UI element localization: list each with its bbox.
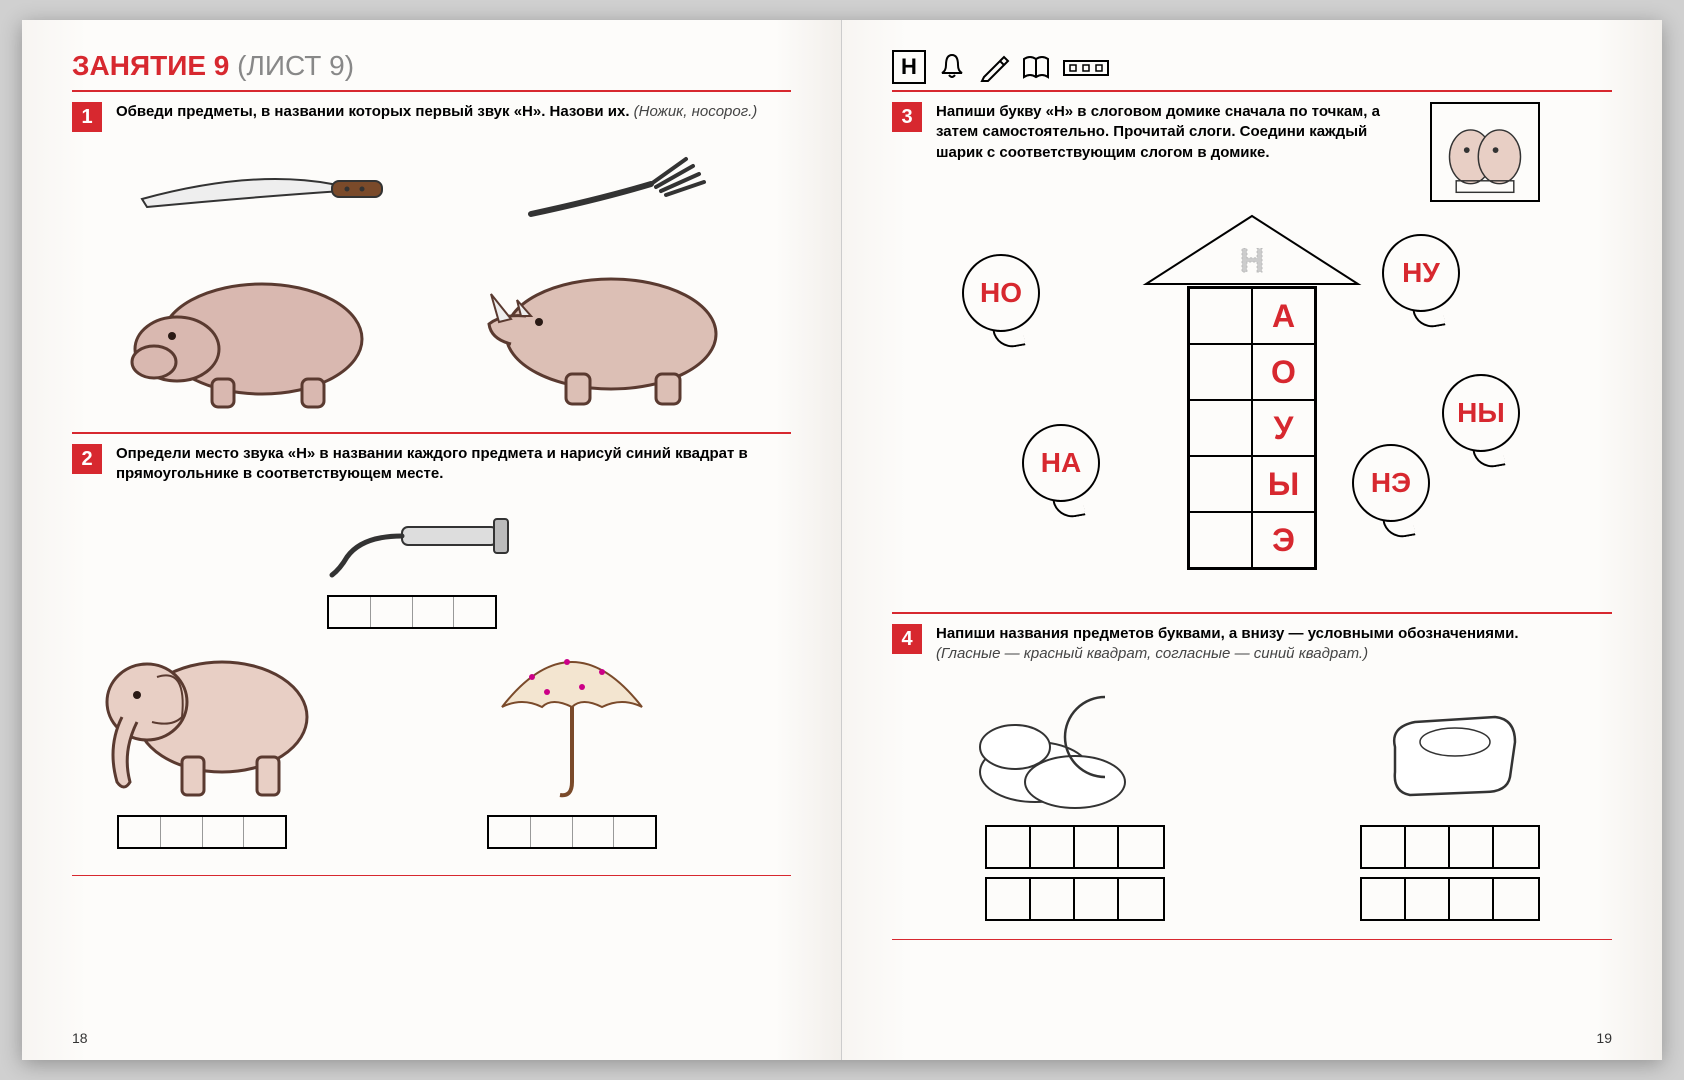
image-rhino [471, 244, 751, 414]
image-moon [965, 677, 1185, 817]
house: Н А О У Ы Э [1142, 214, 1362, 570]
title-sheet: (ЛИСТ 9) [237, 50, 354, 81]
divider [892, 90, 1612, 92]
book-icon [1020, 51, 1052, 83]
house-cell-blank [1189, 512, 1252, 568]
house-cell-blank [1189, 456, 1252, 512]
house-vowel: Э [1252, 512, 1315, 568]
task-text: Напиши названия предметов буквами, а вни… [936, 624, 1519, 665]
page-right: Н 3 Напиши букву «Н» в слоговом домике с… [842, 20, 1662, 1060]
task-number: 1 [72, 102, 102, 132]
letter-box: Н [892, 50, 926, 84]
task4-item-soap [1360, 677, 1540, 921]
task-bold: Напиши названия предметов буквами, а вни… [936, 625, 1519, 642]
task-2: 2 Определи место звука «Н» в названии ка… [72, 444, 791, 485]
task-1: 1 Обведи предметы, в названии которых пе… [72, 102, 791, 132]
divider [72, 432, 791, 434]
image-umbrella [472, 627, 672, 807]
syllable-house: Н А О У Ы Э НОНАНУНЫНЭ [892, 214, 1612, 594]
image-knife [132, 149, 392, 229]
page-title: ЗАНЯТИЕ 9 (ЛИСТ 9) [72, 50, 791, 82]
task-number: 2 [72, 444, 102, 474]
task-text: Обведи предметы, в названии которых перв… [116, 102, 757, 132]
image-hippo [112, 244, 392, 414]
syllable-balloon: НО [962, 254, 1040, 332]
header-icon-row: Н [892, 50, 1612, 84]
task4-item-moon [965, 677, 1185, 921]
task-text: Определи место звука «Н» в названии кажд… [116, 444, 791, 485]
image-elephant [82, 627, 322, 807]
task-number: 3 [892, 102, 922, 132]
syllable-balloon: НА [1022, 424, 1100, 502]
house-cell-blank [1189, 288, 1252, 344]
task-italic: (Гласные — красный квадрат, согласные — … [936, 645, 1368, 662]
task-3: 3 Напиши букву «Н» в слоговом домике сна… [892, 102, 1612, 202]
letter-grid [1360, 825, 1540, 869]
task2-images [72, 497, 791, 857]
task-bold: Обведи предметы, в названии которых перв… [116, 103, 630, 120]
boxes-icon [1062, 51, 1110, 83]
page-number: 19 [1596, 1030, 1612, 1046]
syllable-balloon: НУ [1382, 234, 1460, 312]
sound-position-box [327, 595, 497, 629]
task1-images [72, 144, 791, 414]
task-4: 4 Напиши названия предметов буквами, а в… [892, 624, 1612, 665]
syllable-balloon: НЫ [1442, 374, 1520, 452]
mascot-image [1430, 102, 1540, 202]
syllable-balloon: НЭ [1352, 444, 1430, 522]
divider [892, 612, 1612, 614]
image-soap [1365, 677, 1535, 817]
symbol-grid [985, 877, 1165, 921]
house-vowel: Ы [1252, 456, 1315, 512]
house-body: А О У Ы Э [1187, 286, 1317, 570]
sound-position-box [117, 815, 287, 849]
page-left: ЗАНЯТИЕ 9 (ЛИСТ 9) 1 Обведи предметы, в … [22, 20, 842, 1060]
task-number: 4 [892, 624, 922, 654]
letter-grid [985, 825, 1165, 869]
book-spread: ЗАНЯТИЕ 9 (ЛИСТ 9) 1 Обведи предметы, в … [22, 20, 1662, 1060]
house-vowel: О [1252, 344, 1315, 400]
divider [72, 90, 791, 92]
sound-position-box [487, 815, 657, 849]
footer-divider [892, 939, 1612, 940]
bell-icon [936, 51, 968, 83]
dotted-letter: Н [1240, 242, 1265, 280]
image-fork [511, 144, 731, 234]
house-cell-blank [1189, 344, 1252, 400]
task-bold: Определи место звука «Н» в названии кажд… [116, 445, 748, 482]
house-vowel: У [1252, 400, 1315, 456]
house-roof: Н [1142, 214, 1362, 286]
symbol-grid [1360, 877, 1540, 921]
task-italic: (Ножик, носорог.) [634, 103, 758, 120]
image-pump [312, 497, 512, 587]
title-lesson: ЗАНЯТИЕ 9 [72, 50, 229, 81]
footer-divider [72, 875, 791, 876]
pencil-icon [978, 51, 1010, 83]
house-cell-blank [1189, 400, 1252, 456]
page-number: 18 [72, 1030, 88, 1046]
task-text: Напиши букву «Н» в слоговом домике снача… [936, 102, 1416, 202]
task4-content [892, 677, 1612, 921]
task-bold: Напиши букву «Н» в слоговом домике снача… [936, 103, 1380, 161]
house-vowel: А [1252, 288, 1315, 344]
